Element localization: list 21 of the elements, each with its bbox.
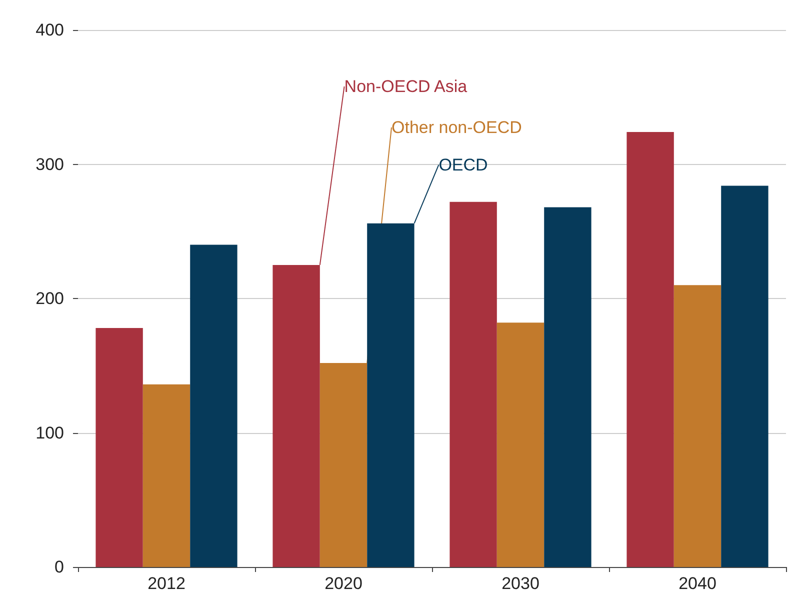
bar — [190, 244, 238, 567]
y-tick-label: 0 — [54, 558, 64, 576]
bar — [721, 186, 768, 567]
y-tick-label: 300 — [36, 154, 64, 174]
x-tick-label: 2020 — [324, 574, 362, 593]
y-tick-label: 200 — [36, 289, 64, 308]
x-tick-label: 2012 — [148, 574, 186, 593]
text: Non-OECD Asia — [344, 76, 468, 96]
text: Other non-OECD — [392, 118, 522, 137]
bar — [96, 328, 143, 567]
bar — [450, 202, 497, 567]
text: OECD — [438, 155, 488, 174]
bar — [544, 207, 592, 567]
bar — [674, 285, 722, 567]
bar — [142, 384, 190, 567]
bar — [496, 322, 544, 567]
y-tick-label: 400 — [36, 20, 64, 40]
bar — [626, 132, 674, 567]
x-tick-label: 2040 — [678, 574, 716, 593]
y-tick-label: 100 — [36, 423, 64, 442]
x-tick-label: 2030 — [502, 574, 540, 593]
